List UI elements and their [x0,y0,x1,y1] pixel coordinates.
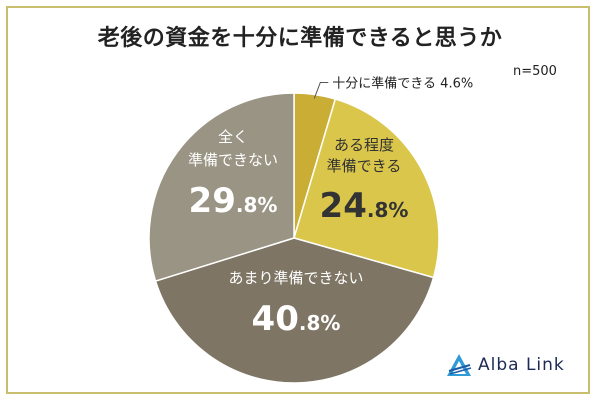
slice-value-2: 24.8% [320,186,409,226]
chart-title: 老後の資金を十分に準備できると思うか [97,26,503,51]
pie-slice-3 [154,237,435,384]
slice-label-1: 十分に準備できる 4.6% [332,75,473,91]
slice-value-3: 40.8% [252,299,341,339]
brand-logo: Alba Link [446,352,565,378]
alba-link-logo-icon [447,354,472,376]
slice-value-4: 29.8% [189,181,278,221]
slice-name-2: ある程度 [334,136,394,154]
pie-slice-2 [293,98,440,279]
callout-line [313,81,329,99]
sample-size: n=500 [513,64,557,79]
brand-name: Alba Link [478,355,565,375]
slice-name-4: 全く [218,128,248,146]
slice-name-2: 準備できる [327,157,402,175]
slice-name-3: あまり準備できない [228,269,363,287]
slice-name-4: 準備できない [188,151,278,169]
pie-slice-4 [148,92,295,283]
